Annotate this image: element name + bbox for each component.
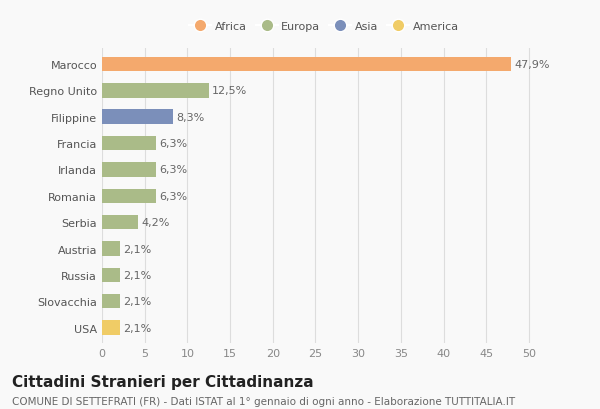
Bar	[102, 189, 156, 204]
Text: 2,1%: 2,1%	[124, 270, 152, 280]
Bar	[102, 84, 209, 99]
Text: 4,2%: 4,2%	[141, 218, 170, 227]
Text: 12,5%: 12,5%	[212, 86, 247, 96]
Text: 2,1%: 2,1%	[124, 323, 152, 333]
Legend: Africa, Europa, Asia, America: Africa, Europa, Asia, America	[187, 19, 461, 34]
Text: 6,3%: 6,3%	[159, 191, 187, 201]
Bar	[102, 110, 173, 125]
Text: 8,3%: 8,3%	[176, 112, 205, 122]
Bar	[102, 163, 156, 177]
Text: 2,1%: 2,1%	[124, 244, 152, 254]
Bar	[102, 137, 156, 151]
Bar	[102, 268, 120, 283]
Bar	[102, 294, 120, 309]
Text: 6,3%: 6,3%	[159, 139, 187, 149]
Bar	[102, 216, 138, 230]
Bar	[102, 321, 120, 335]
Text: 6,3%: 6,3%	[159, 165, 187, 175]
Bar	[102, 58, 511, 72]
Text: 47,9%: 47,9%	[514, 60, 550, 70]
Text: 2,1%: 2,1%	[124, 297, 152, 306]
Bar	[102, 242, 120, 256]
Text: Cittadini Stranieri per Cittadinanza: Cittadini Stranieri per Cittadinanza	[12, 374, 314, 389]
Text: COMUNE DI SETTEFRATI (FR) - Dati ISTAT al 1° gennaio di ogni anno - Elaborazione: COMUNE DI SETTEFRATI (FR) - Dati ISTAT a…	[12, 396, 515, 406]
